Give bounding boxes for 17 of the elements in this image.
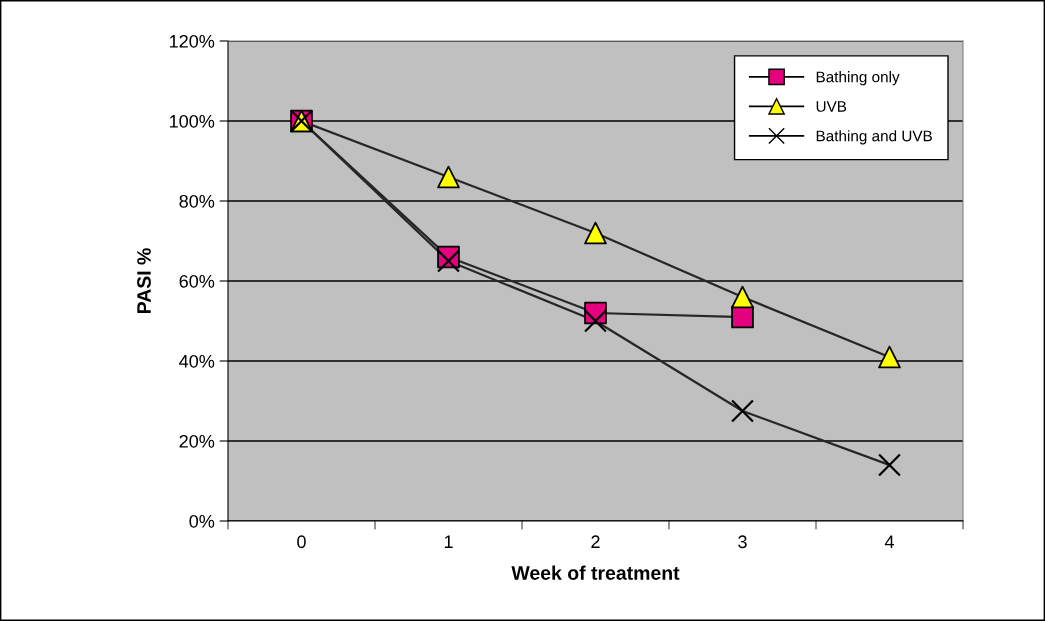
legend-label: Bathing only (816, 71, 900, 86)
x-tick-label: 1 (444, 535, 453, 548)
legend-label: Bathing and UVB (816, 130, 932, 145)
x-tick-label: 2 (591, 535, 600, 548)
y-tick-label: 100% (170, 114, 215, 128)
x-tick-label: 3 (738, 535, 747, 549)
y-tick-label: 80% (179, 194, 215, 208)
legend-label: UVB (816, 101, 847, 112)
x-axis-title: Week of treatment (511, 565, 680, 580)
y-tick-label: 40% (179, 354, 215, 368)
x-tick-label: 0 (297, 535, 306, 549)
y-tick-label: 60% (179, 274, 215, 288)
y-tick-label: 120% (170, 34, 215, 48)
y-tick-label: 0% (189, 514, 215, 528)
y-axis-title: PASI % (137, 248, 151, 314)
x-tick-label: 4 (884, 535, 894, 548)
y-tick-label: 20% (179, 434, 215, 448)
